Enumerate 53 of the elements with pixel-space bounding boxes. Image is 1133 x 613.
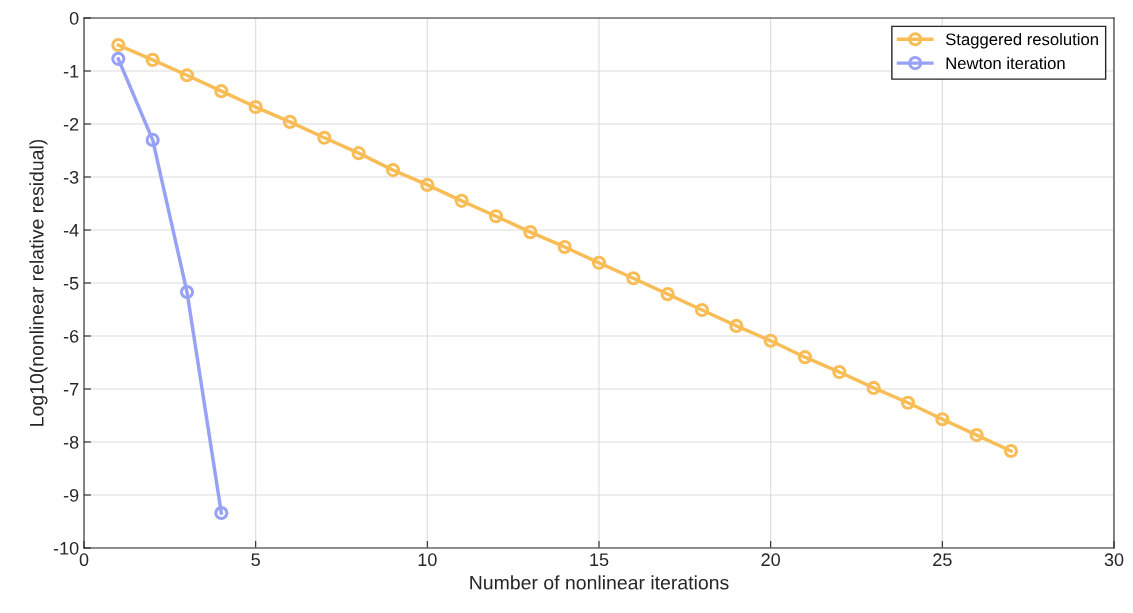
y-tick-label: -7 — [63, 383, 79, 396]
point — [900, 395, 916, 410]
y-tick-label: -6 — [63, 329, 79, 343]
point — [660, 287, 675, 302]
point — [420, 177, 435, 193]
y-axis-title: Log10(nonlinear relative residual) — [29, 139, 48, 426]
x-tick-label: 15 — [590, 553, 609, 567]
point — [454, 193, 469, 208]
x-tick-label: 30 — [1104, 553, 1124, 567]
y-tick-label: -8 — [63, 435, 79, 449]
point — [111, 37, 126, 53]
point — [832, 364, 847, 380]
y-tick-label: -10 — [53, 541, 79, 555]
y-tick-label: -1 — [63, 65, 79, 78]
point — [935, 412, 950, 427]
y-tick-label: -2 — [63, 117, 79, 131]
x-tick-label: 25 — [933, 553, 952, 567]
point — [111, 51, 126, 66]
y-tick-label: -3 — [63, 170, 79, 184]
y-tick-label: -9 — [63, 488, 79, 502]
point — [797, 350, 813, 365]
legend-label: Staggered resolution — [945, 33, 1098, 49]
point — [626, 271, 641, 286]
point — [1003, 443, 1019, 459]
point — [488, 209, 504, 224]
point — [179, 284, 195, 300]
legend-label: Newton iteration — [946, 56, 1065, 70]
point — [523, 225, 538, 240]
x-tick-label: 5 — [251, 553, 260, 567]
point — [591, 255, 607, 270]
y-tick-label: -5 — [63, 277, 79, 290]
point — [282, 114, 298, 129]
point — [214, 505, 229, 521]
point — [969, 428, 984, 443]
point — [385, 163, 401, 178]
point — [145, 132, 160, 147]
x-tick-label: 10 — [418, 553, 437, 567]
y-tick-label: -4 — [63, 224, 79, 237]
point — [866, 380, 881, 396]
point — [557, 239, 572, 255]
x-tick-label: 20 — [761, 553, 780, 567]
x-axis-title: Number of nonlinear iterations — [470, 575, 729, 590]
point — [729, 318, 744, 334]
x-tick-label: 0 — [79, 553, 89, 567]
point — [317, 130, 332, 145]
point — [248, 99, 263, 115]
point — [179, 68, 195, 83]
point — [694, 302, 710, 318]
point — [145, 52, 160, 67]
point — [763, 333, 778, 348]
point — [214, 84, 229, 99]
point — [351, 146, 366, 161]
y-tick-label: 0 — [69, 11, 79, 25]
